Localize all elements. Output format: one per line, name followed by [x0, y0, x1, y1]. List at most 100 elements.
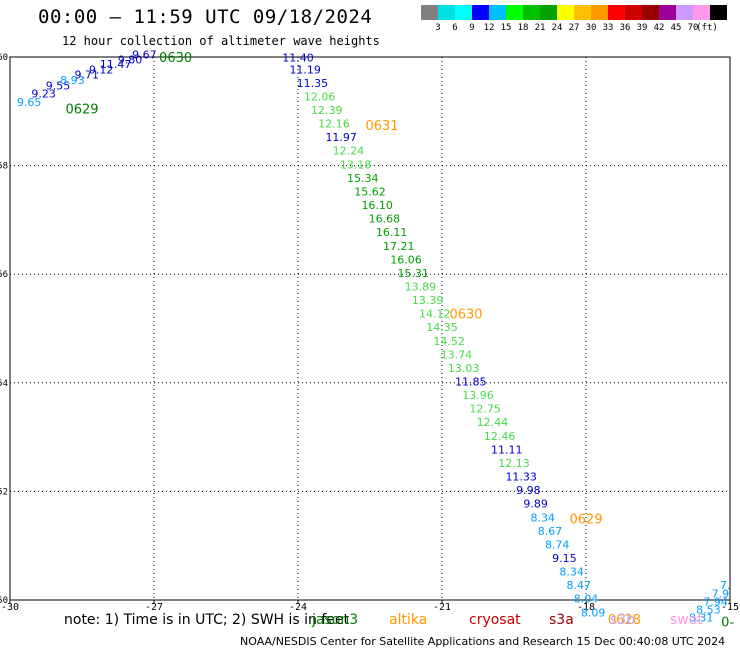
footer-credit: NOAA/NESDIS Center for Satellite Applica…	[240, 635, 726, 648]
wave-height-label: 13.03	[448, 362, 480, 375]
pass-time-label: 0630	[159, 51, 192, 66]
wave-height-label: 13.96	[462, 389, 494, 402]
pass-time-label: 0629	[65, 103, 98, 118]
colorbar-swatch	[659, 5, 676, 20]
pass-time-label: 0630	[449, 307, 482, 322]
colorbar-swatch	[523, 5, 540, 20]
wave-height-label: 17.21	[383, 240, 415, 253]
wave-height-label: 9.55	[46, 80, 71, 93]
wave-height-label: 9.12	[89, 63, 114, 76]
colorbar-tick-label: 24	[551, 23, 563, 33]
satellite-label-s3b: s3b	[610, 612, 636, 628]
colorbar-swatch	[693, 5, 710, 20]
wave-height-label: 8.93	[60, 74, 85, 87]
wave-height-label: 9.15	[552, 552, 577, 565]
y-tick-label: 60	[0, 53, 8, 63]
wave-height-label: 13.18	[340, 158, 372, 171]
satellite-label-cryosat: cryosat	[469, 612, 521, 628]
colorbar-swatch	[438, 5, 455, 20]
wave-height-label: 11.85	[455, 376, 487, 389]
wave-height-label: 9.98	[516, 484, 541, 497]
wave-height-label: 8.09	[581, 606, 606, 619]
colorbar-tick-label: 27	[568, 23, 580, 33]
wave-height-label: 12.16	[318, 118, 350, 131]
wave-height-label: 16.06	[390, 253, 422, 266]
colorbar-tick-label: 30	[585, 23, 597, 33]
wave-height-label: 12.39	[311, 104, 343, 117]
wave-height-label: 13.89	[405, 280, 437, 293]
wave-height-label: 11.19	[289, 63, 321, 76]
colorbar-swatch	[489, 5, 506, 20]
wave-height-label: 16.11	[376, 226, 408, 239]
wave-height-label: 14.52	[433, 335, 465, 348]
wave-height-label: 11.97	[325, 131, 357, 144]
wave-height-label: 13.74	[441, 348, 473, 361]
colorbar-swatch	[557, 5, 574, 20]
wave-height-label: 7.9	[712, 587, 730, 600]
colorbar-swatch	[421, 5, 438, 20]
wave-height-label: 12.46	[484, 430, 516, 443]
x-tick-label: -15	[721, 602, 739, 613]
wave-height-label: 11.47	[100, 58, 132, 71]
colorbar-tick-label: 42	[653, 23, 665, 33]
wave-height-label: 8.34	[559, 566, 584, 579]
colorbar-swatch	[710, 5, 727, 20]
wave-height-label: 11.40	[282, 51, 314, 64]
wave-height-label: 9.67	[132, 49, 157, 62]
wave-height-label: 9.80	[118, 54, 143, 67]
colorbar-swatch	[676, 5, 693, 20]
wave-height-label: 8.53	[696, 604, 721, 617]
wave-height-label: 8.31	[689, 612, 714, 625]
wave-height-label: 9.71	[75, 69, 100, 82]
colorbar-swatch	[642, 5, 659, 20]
wave-height-label: 7.94	[703, 595, 728, 608]
colorbar-tick-label: 15	[500, 23, 512, 33]
wave-height-label: 15.34	[347, 172, 379, 185]
colorbar-unit-label: (ft)	[696, 23, 718, 33]
wave-height-label: 15.31	[397, 267, 429, 280]
note-text: note: 1) Time is in UTC; 2) SWH is in fe…	[64, 612, 350, 628]
wave-height-label: 12.06	[304, 90, 336, 103]
wave-height-label: 12.24	[333, 145, 365, 158]
colorbar-tick-label: 39	[636, 23, 648, 33]
x-tick-label: -27	[145, 602, 163, 613]
colorbar-tick-label: 45	[670, 23, 682, 33]
wave-height-label: 14.35	[426, 321, 458, 334]
wave-height-label: 9.89	[523, 498, 548, 511]
y-tick-label: 58	[0, 162, 8, 172]
wave-height-label: 8.67	[538, 525, 563, 538]
colorbar-swatch	[455, 5, 472, 20]
x-tick-label: -18	[577, 602, 595, 613]
wave-height-label: 8.04	[574, 593, 599, 606]
wave-height-label: 11.35	[297, 77, 329, 90]
colorbar-tick-label: 18	[517, 23, 529, 33]
wave-height-label: 11.33	[505, 471, 537, 484]
wave-height-label: 8.34	[531, 511, 556, 524]
colorbar-swatch	[608, 5, 625, 20]
colorbar-tick-label: 12	[483, 23, 495, 33]
satellite-label-swot: swot	[670, 612, 703, 628]
wave-height-label: 12.13	[498, 457, 530, 470]
colorbar-swatch	[591, 5, 608, 20]
y-tick-label: 56	[0, 270, 8, 280]
plot-frame	[9, 56, 731, 601]
satellite-label-jason3: jason3	[312, 612, 359, 628]
wave-height-label: 9.23	[31, 88, 56, 101]
colorbar-swatch	[472, 5, 489, 20]
colorbar-tick-label: 33	[602, 23, 614, 33]
x-tick-label: -30	[1, 602, 19, 613]
wave-height-label: 16.68	[369, 213, 401, 226]
colorbar-tick-label: 21	[534, 23, 546, 33]
pass-time-label: 0-	[721, 616, 734, 631]
y-tick-label: 50	[0, 596, 8, 606]
wave-height-label: 12.75	[469, 403, 501, 416]
wave-height-label: 15.62	[354, 185, 386, 198]
colorbar-swatch	[506, 5, 523, 20]
colorbar-swatch	[625, 5, 642, 20]
colorbar-tick-label: 3	[435, 23, 441, 33]
chart-subtitle: 12 hour collection of altimeter wave hei…	[62, 34, 380, 48]
satellite-label-s3a: s3a	[549, 612, 574, 628]
colorbar-swatch	[540, 5, 557, 20]
colorbar-tick-label: 6	[452, 23, 458, 33]
